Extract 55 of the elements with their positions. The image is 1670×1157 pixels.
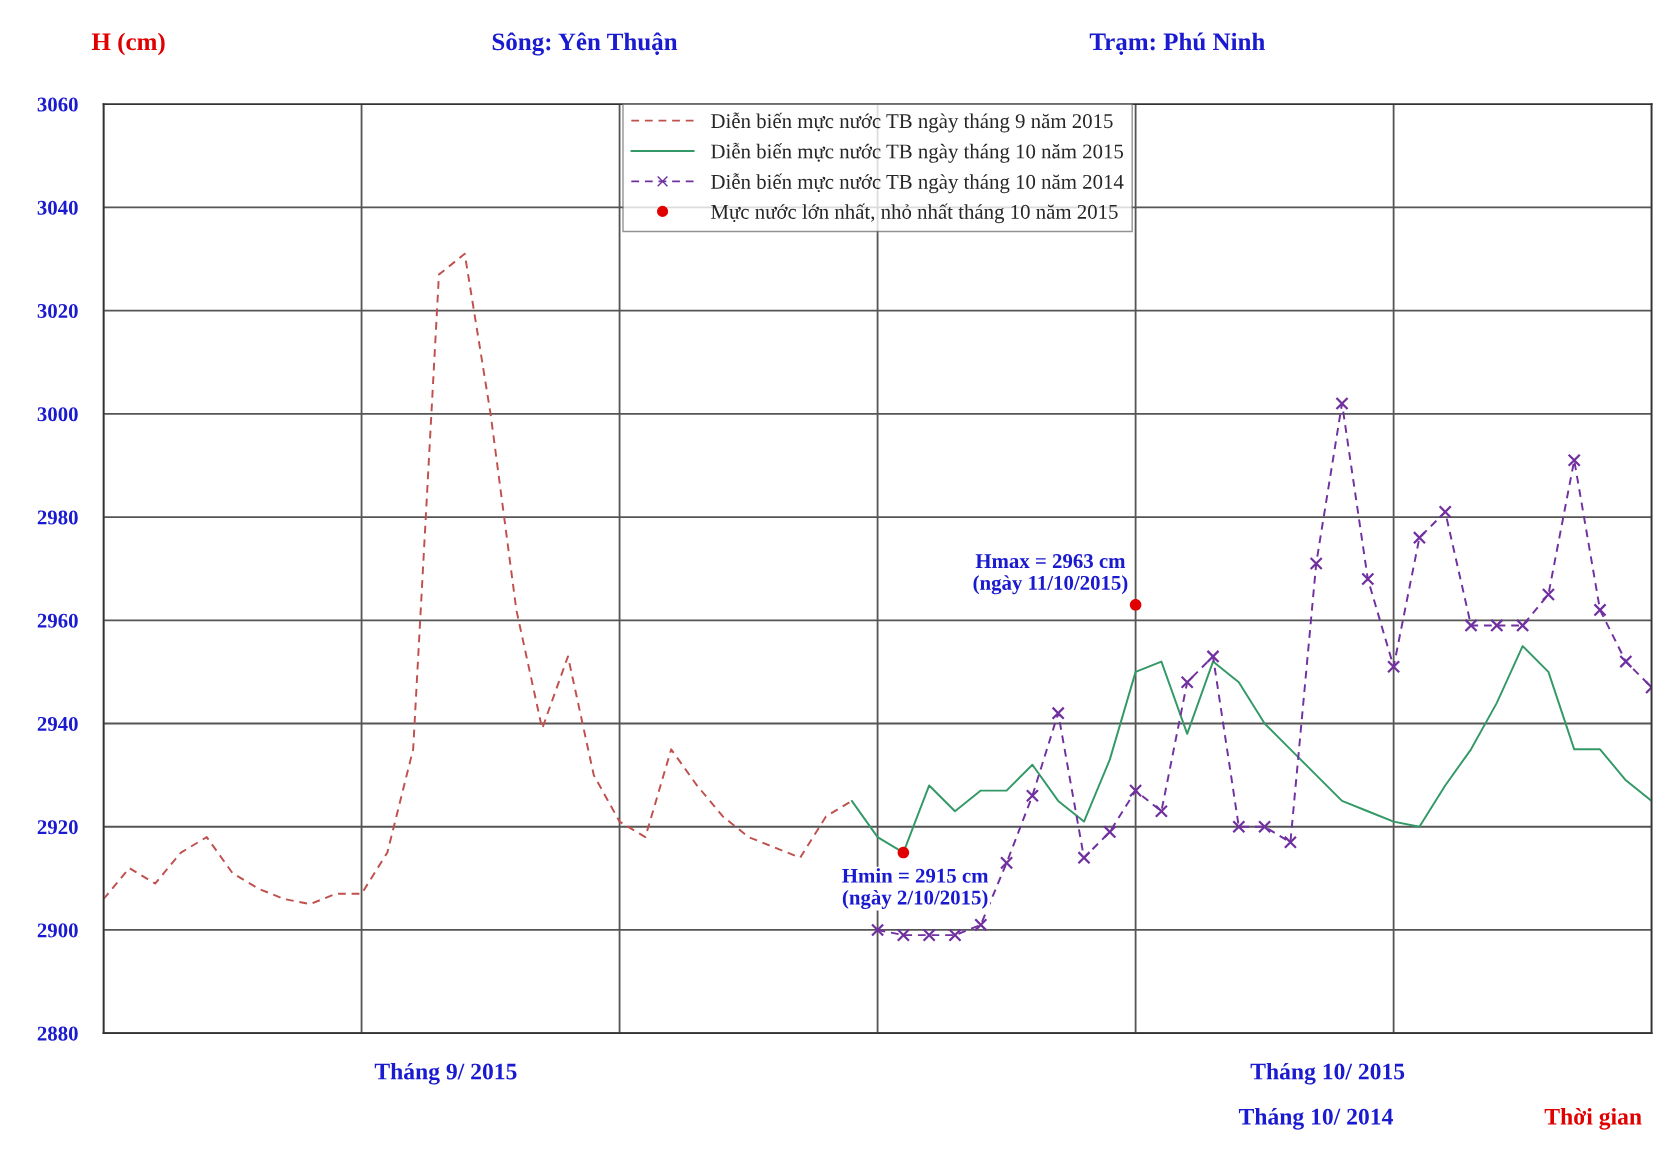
point (1309, 556, 1323, 571)
point (1593, 603, 1607, 617)
text: Tháng 10/ 2015 (1250, 1062, 1405, 1085)
y-tick-label: 2920 (37, 820, 78, 835)
point (1077, 851, 1091, 865)
point (1206, 649, 1220, 664)
point (1515, 618, 1530, 633)
point (1232, 820, 1246, 834)
point (1464, 618, 1478, 633)
y-tick-label: 2980 (37, 510, 78, 525)
point (1051, 706, 1065, 720)
y-tick-label: 3040 (37, 200, 78, 215)
y-tick-label: 3060 (37, 97, 78, 112)
y-axis-title: H (cm) (91, 32, 165, 56)
y-tick-label: 2940 (37, 716, 78, 731)
point (1180, 675, 1194, 689)
point (922, 928, 936, 942)
y-tick-label: 3000 (37, 407, 78, 422)
point (1129, 598, 1142, 611)
annotation: Hmin = 2915 cm (ngày 2/10/2015) (842, 868, 989, 910)
x-axis-title: Thời gian (1544, 1108, 1642, 1130)
point (1619, 654, 1633, 669)
legend-label: Diễn biến mực nước TB ngày tháng 9 năm 2015 (711, 112, 1113, 133)
annotation: Hmax = 2963 cm (ngày 11/10/2015) (973, 554, 1128, 595)
legend-label: Diễn biến mực nước TB ngày tháng 10 năm 2014 (711, 173, 1124, 194)
point (1361, 572, 1375, 586)
point (897, 846, 910, 859)
point (999, 856, 1014, 870)
legend-label: Diễn biến mực nước TB ngày tháng 10 năm 2015 (711, 142, 1124, 163)
point (1438, 505, 1452, 519)
y-tick-label: 2880 (37, 1026, 78, 1041)
point (1154, 804, 1169, 818)
point (1257, 820, 1272, 834)
chart-subtitle: Trạm: Phú Ninh (1089, 32, 1265, 55)
point (1283, 835, 1298, 849)
point (896, 928, 911, 942)
point (1541, 587, 1556, 602)
y-tick-label: 2900 (37, 923, 78, 938)
point (1103, 825, 1117, 839)
y-tick-label: 3020 (37, 303, 78, 319)
chart-title: Sông: Yên Thuận (492, 32, 678, 56)
point (1490, 618, 1504, 633)
point (1025, 789, 1040, 803)
legend-label: Mực nước lớn nhất, nhỏ nhất tháng 10 năm 2015 (711, 203, 1118, 224)
point (1412, 531, 1427, 545)
point (1128, 783, 1143, 798)
point (948, 928, 962, 942)
point (974, 918, 988, 932)
point (1386, 660, 1401, 674)
point (1567, 453, 1581, 467)
text: Tháng 10/ 2014 (1238, 1108, 1393, 1130)
y-tick-label: 2960 (37, 613, 78, 628)
point (870, 923, 885, 937)
point (1335, 396, 1349, 411)
text: Tháng 9/ 2015 (374, 1062, 517, 1085)
